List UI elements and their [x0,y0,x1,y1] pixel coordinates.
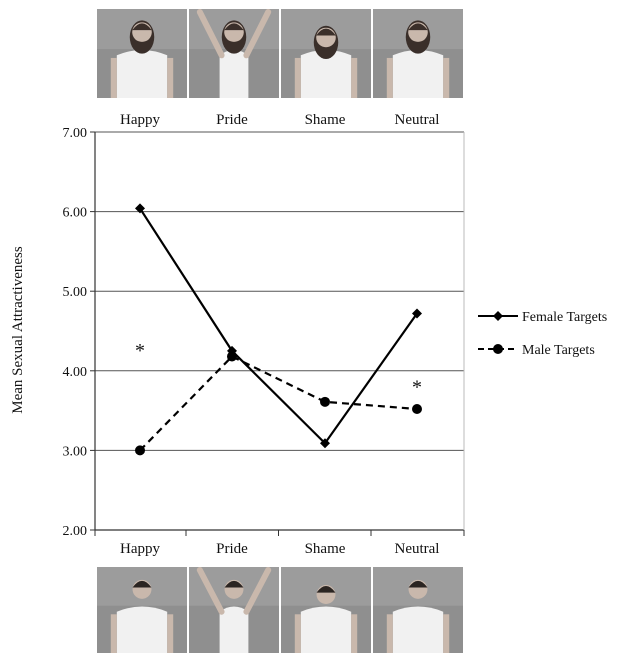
series-line [139,355,418,452]
x-tick-labels: Happy Pride Shame Neutral [120,541,439,557]
shirt [392,606,444,653]
arm-left [110,614,117,653]
arm-right [351,614,358,653]
y-tick-label: 4.00 [63,365,88,380]
arm-right [443,57,450,98]
x-tick-label: Happy [120,541,160,557]
photo-woman-pride [189,9,279,98]
shirt [116,606,168,653]
photo-man-pride [189,567,279,653]
legend: Female Targets Male Targets [478,310,607,358]
data-point-diamond [412,308,422,319]
raised-arm-left [196,567,225,615]
data-point-diamond [320,438,330,449]
legend-label: Female Targets [522,310,607,325]
annotations: ** [135,340,422,399]
legend-item: Male Targets [478,343,595,358]
photo-man-shame [281,567,371,653]
legend-item: Female Targets [478,310,607,325]
y-tick-label: 6.00 [63,206,88,221]
series-group [135,203,422,456]
hair-top [408,23,428,31]
bottom-photo-strip [97,567,463,653]
photo-woman-neutral [373,9,463,98]
y-tick-labels: 2.00 3.00 4.00 5.00 6.00 7.00 [63,126,88,539]
arm-left [386,614,393,653]
data-point-circle [227,351,237,362]
x-tick-label: Pride [216,541,248,557]
arm-right [167,57,174,98]
hair-top [316,28,336,36]
hair-top [224,23,244,31]
arm-left [294,614,301,653]
shirt [219,606,249,653]
gridlines [95,131,464,451]
data-point-diamond [135,203,145,214]
shirt [300,49,352,98]
shirt [300,606,352,653]
significance-asterisk: * [135,340,145,362]
y-axis-label: Mean Sexual Attractiveness [10,246,26,414]
arm-right [351,57,358,98]
y-tick-label: 2.00 [63,524,88,539]
arm-left [110,57,117,98]
hair-top [132,580,152,588]
top-photo-labels: Happy Pride Shame Neutral [120,112,439,128]
hair-top [408,580,428,588]
hair-top [316,586,336,593]
top-photo-label: Shame [305,112,346,128]
legend-label: Male Targets [522,343,595,358]
top-photo-strip [97,9,463,98]
hair-top [224,580,244,588]
shirt [392,49,444,98]
photo-man-happy [97,567,187,653]
top-photo-label: Pride [216,112,248,128]
photo-man-neutral [373,567,463,653]
y-tick-label: 5.00 [63,285,88,300]
raised-arm-right [243,567,272,615]
data-point-circle [412,404,422,415]
photo-woman-shame [281,9,371,98]
shirt [219,49,249,98]
significance-asterisk: * [412,377,422,399]
x-tick-label: Neutral [395,541,440,557]
legend-marker-circle [493,344,503,354]
arm-left [294,57,301,98]
shirt [116,49,168,98]
top-photo-label: Happy [120,112,160,128]
raised-arm-left [196,9,225,59]
legend-marker-diamond [493,311,503,321]
hair-top [132,23,152,31]
y-tick-label: 7.00 [63,126,88,141]
data-point-circle [135,445,145,456]
series-male-targets [135,351,422,456]
top-photo-label: Neutral [395,112,440,128]
photo-woman-happy [97,9,187,98]
raised-arm-right [243,9,272,59]
arm-left [386,57,393,98]
data-point-circle [320,396,330,407]
y-tick-label: 3.00 [63,444,88,459]
arm-right [167,614,174,653]
axes [90,131,465,536]
x-tick-label: Shame [305,541,346,557]
series-line [139,207,418,445]
arm-right [443,614,450,653]
